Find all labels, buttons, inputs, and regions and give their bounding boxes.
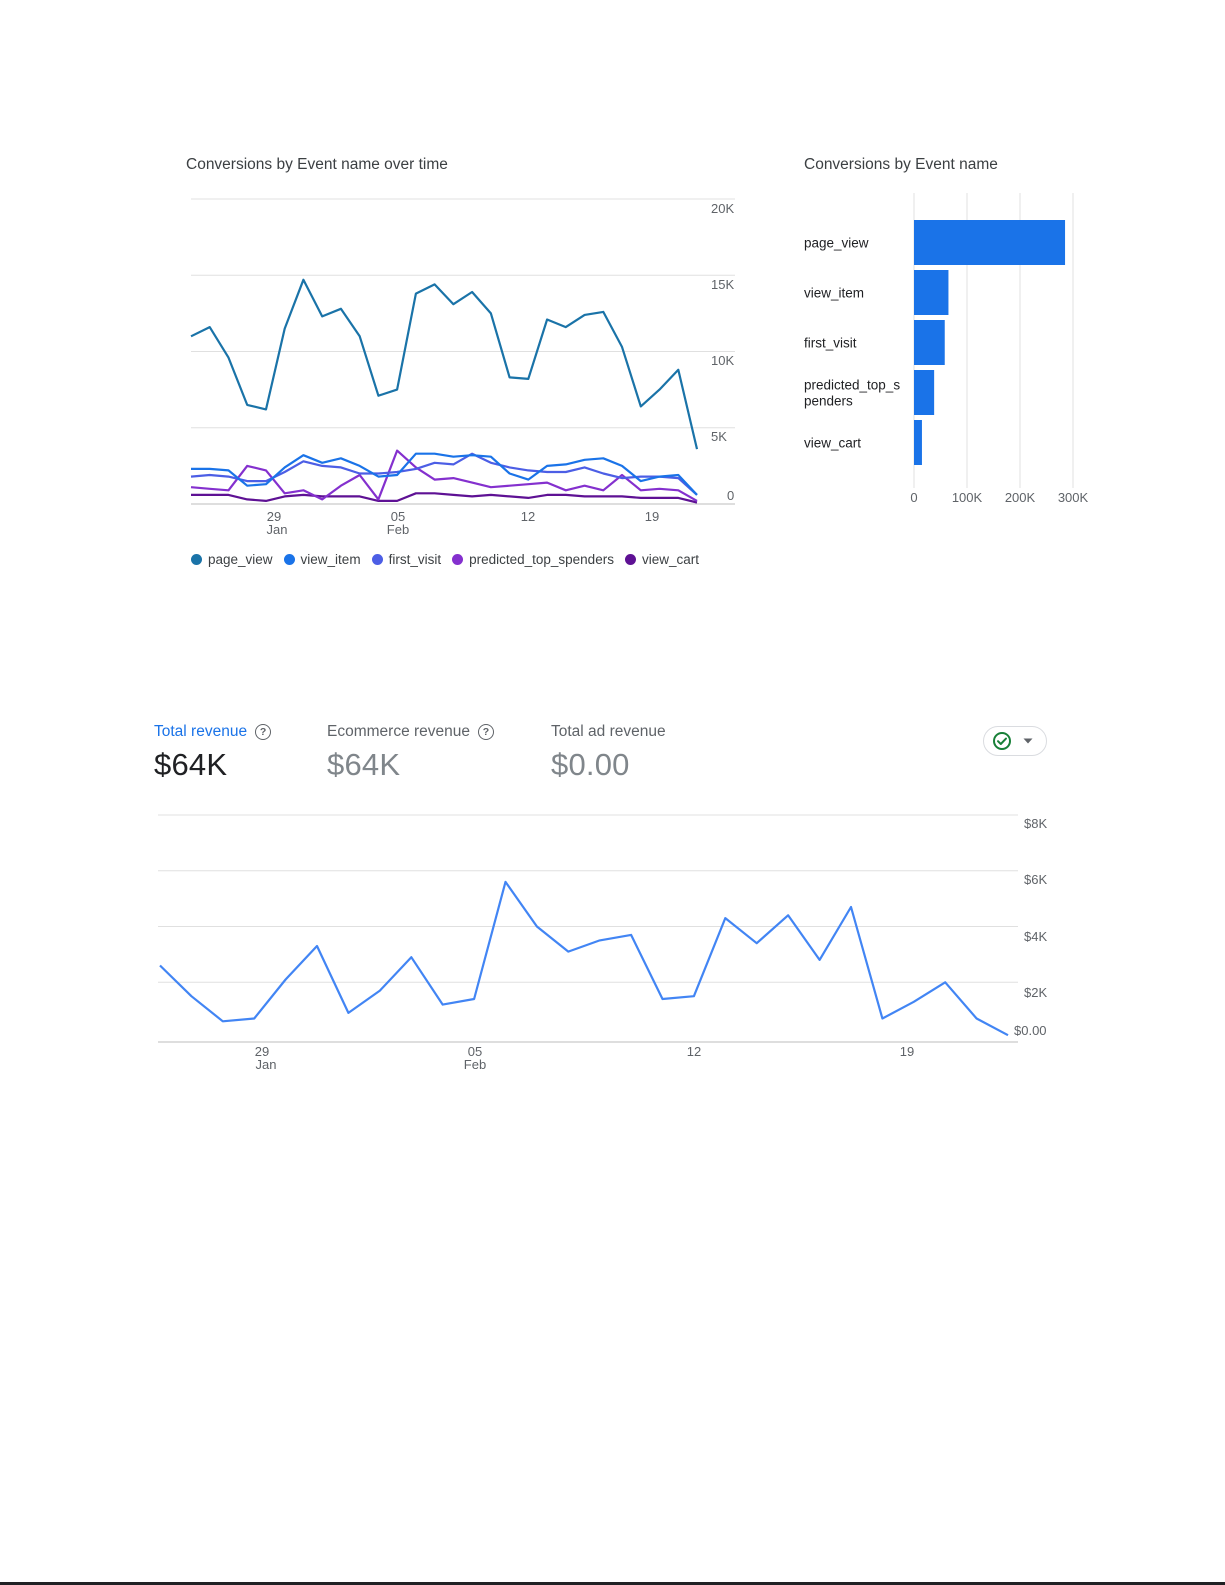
revenue-chart: $8K $6K $4K $2K $0.00 29 Jan 05 Feb 12 1… bbox=[158, 814, 1047, 1072]
y-tick-label: 15K bbox=[711, 277, 734, 292]
x-tick-day: 12 bbox=[521, 509, 535, 524]
x-tick-day: 05 bbox=[391, 509, 405, 524]
metric-ecommerce-revenue[interactable]: Ecommerce revenue ? $64K bbox=[327, 723, 495, 783]
series-line-view-cart[interactable] bbox=[191, 492, 698, 504]
line-chart-y-axis: 20K 15K 10K 5K 0 bbox=[711, 201, 734, 503]
category-label: penders bbox=[804, 394, 853, 409]
legend-item-page-view[interactable]: page_view bbox=[191, 552, 273, 567]
x-tick-month: Jan bbox=[267, 522, 288, 537]
bar-predicted-top-spenders[interactable] bbox=[914, 370, 935, 415]
x-tick-label: 200K bbox=[1005, 490, 1036, 505]
help-circle-icon[interactable]: ? bbox=[478, 724, 495, 740]
line-chart-x-axis: 29 Jan 05 Feb 12 19 bbox=[267, 509, 660, 537]
legend-label: view_item bbox=[300, 552, 361, 567]
bar-chart-x-axis: 0 100K 200K 300K bbox=[910, 490, 1088, 505]
y-tick-label: $8K bbox=[1024, 816, 1047, 831]
line-chart-title: Conversions by Event name over time bbox=[186, 156, 448, 173]
category-label: view_cart bbox=[804, 436, 861, 451]
metric-value: $64K bbox=[327, 747, 401, 782]
x-tick-label: 100K bbox=[952, 490, 983, 505]
legend-item-predicted-top-spenders[interactable]: predicted_top_spenders bbox=[452, 552, 614, 567]
status-dropdown-button[interactable] bbox=[983, 726, 1047, 756]
y-tick-label: $6K bbox=[1024, 872, 1047, 887]
metric-label: Total revenue bbox=[154, 723, 248, 740]
legend-swatch bbox=[624, 554, 636, 565]
x-tick-month: Feb bbox=[464, 1057, 486, 1072]
revenue-chart-y-axis: $8K $6K $4K $2K $0.00 bbox=[1014, 816, 1047, 1038]
bar-page-view[interactable] bbox=[914, 220, 1066, 265]
bar-chart-title: Conversions by Event name bbox=[804, 156, 998, 173]
legend-label: view_cart bbox=[641, 552, 699, 567]
legend-swatch bbox=[452, 554, 464, 565]
line-chart-series-group bbox=[190, 278, 699, 504]
x-tick-month: Jan bbox=[256, 1057, 277, 1072]
metric-total-ad-revenue[interactable]: Total ad revenue $0.00 bbox=[551, 723, 666, 783]
legend-label: predicted_top_spenders bbox=[469, 552, 614, 567]
x-tick-day: 29 bbox=[255, 1044, 269, 1059]
y-tick-label: 0 bbox=[727, 488, 734, 503]
x-tick-label: 0 bbox=[910, 490, 917, 505]
bar-chart-category-labels: page_view view_item first_visit predicted_t… bbox=[804, 236, 900, 451]
legend-swatch bbox=[283, 554, 295, 565]
series-line-predicted-top-spenders[interactable] bbox=[190, 449, 698, 502]
metric-value: $0.00 bbox=[551, 747, 630, 782]
metric-total-revenue[interactable]: Total revenue ? $64K bbox=[154, 723, 272, 783]
legend-item-first-visit[interactable]: first_visit bbox=[371, 552, 442, 567]
check-circle-icon bbox=[993, 732, 1011, 750]
series-line-view-item[interactable] bbox=[191, 452, 698, 496]
y-tick-label: 5K bbox=[711, 429, 727, 444]
category-label: predicted_top_s bbox=[804, 378, 900, 393]
series-line-first-visit[interactable] bbox=[190, 452, 698, 496]
help-circle-icon[interactable]: ? bbox=[255, 724, 272, 740]
bar-first-visit[interactable] bbox=[914, 320, 945, 365]
legend-swatch bbox=[371, 554, 383, 565]
revenue-chart-grid bbox=[158, 814, 1018, 1043]
page-bottom-rule bbox=[0, 1582, 1225, 1585]
series-line-page-view[interactable] bbox=[190, 278, 699, 450]
metric-value: $64K bbox=[154, 747, 228, 782]
y-tick-label: $0.00 bbox=[1014, 1023, 1047, 1038]
caret-down-icon bbox=[1023, 738, 1033, 744]
x-tick-day: 29 bbox=[267, 509, 281, 524]
legend-label: page_view bbox=[208, 552, 273, 567]
category-label: first_visit bbox=[804, 336, 857, 351]
series-line-total-revenue[interactable] bbox=[159, 880, 1009, 1037]
category-label: view_item bbox=[804, 286, 864, 301]
legend-item-view-cart[interactable]: view_cart bbox=[624, 552, 699, 567]
legend-item-view-item[interactable]: view_item bbox=[283, 552, 361, 567]
revenue-chart-x-axis: 29 Jan 05 Feb 12 19 bbox=[255, 1044, 914, 1072]
x-tick-day: 19 bbox=[900, 1044, 914, 1059]
x-tick-label: 300K bbox=[1058, 490, 1089, 505]
bar-view-item[interactable] bbox=[914, 270, 949, 315]
x-tick-day: 12 bbox=[687, 1044, 701, 1059]
category-label: page_view bbox=[804, 236, 869, 251]
legend-swatch bbox=[191, 554, 202, 565]
line-chart-legend: page_view view_item first_visit predicte… bbox=[191, 552, 710, 567]
y-tick-label: $2K bbox=[1024, 985, 1047, 1000]
legend-label: first_visit bbox=[388, 552, 442, 567]
bar-view-cart[interactable] bbox=[914, 420, 922, 465]
y-tick-label: $4K bbox=[1024, 929, 1047, 944]
revenue-chart-series-group bbox=[159, 880, 1009, 1037]
x-tick-day: 19 bbox=[645, 509, 659, 524]
bar-chart-bars bbox=[914, 220, 1066, 465]
y-tick-label: 10K bbox=[711, 353, 734, 368]
metric-label: Ecommerce revenue bbox=[327, 723, 471, 740]
line-chart: 20K 15K 10K 5K 0 29 Jan 05 Feb 12 19 pag… bbox=[190, 193, 1089, 537]
y-tick-label: 20K bbox=[711, 201, 734, 216]
x-tick-month: Feb bbox=[387, 522, 409, 537]
x-tick-day: 05 bbox=[468, 1044, 482, 1059]
metric-label: Total ad revenue bbox=[551, 723, 666, 740]
line-chart-grid bbox=[191, 198, 735, 505]
